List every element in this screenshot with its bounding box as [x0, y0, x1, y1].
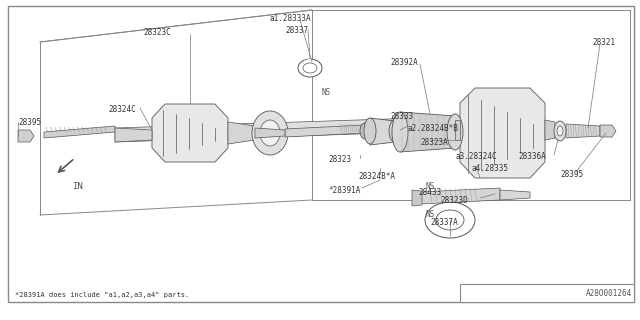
Ellipse shape — [260, 120, 280, 146]
Text: 28336A: 28336A — [518, 152, 546, 161]
Polygon shape — [600, 125, 616, 137]
Ellipse shape — [447, 114, 463, 150]
Text: a2.28324B*B: a2.28324B*B — [408, 124, 459, 133]
Polygon shape — [500, 190, 530, 200]
Text: *28391A does include "a1,a2,a3,a4" parts.: *28391A does include "a1,a2,a3,a4" parts… — [15, 292, 189, 298]
Text: A28O001264: A28O001264 — [586, 289, 632, 298]
Text: 28395: 28395 — [18, 118, 41, 127]
Text: a3.28324C: a3.28324C — [455, 152, 497, 161]
Ellipse shape — [252, 111, 288, 155]
Ellipse shape — [303, 63, 317, 73]
Polygon shape — [400, 112, 455, 152]
Text: 28433: 28433 — [418, 188, 441, 197]
Polygon shape — [545, 120, 555, 140]
Polygon shape — [566, 124, 600, 138]
Text: a1.28333A: a1.28333A — [270, 14, 312, 23]
Polygon shape — [285, 125, 365, 137]
Polygon shape — [455, 120, 460, 140]
Polygon shape — [44, 126, 115, 138]
Text: 28337: 28337 — [285, 26, 308, 35]
Polygon shape — [412, 190, 422, 206]
Polygon shape — [18, 130, 34, 142]
Text: 28337A: 28337A — [430, 218, 458, 227]
Polygon shape — [420, 188, 500, 204]
Text: 28333: 28333 — [390, 112, 413, 121]
Polygon shape — [115, 128, 152, 142]
Ellipse shape — [298, 59, 322, 77]
Text: *28391A: *28391A — [328, 186, 360, 195]
Polygon shape — [255, 128, 285, 138]
Polygon shape — [460, 88, 545, 178]
Text: IN: IN — [72, 182, 83, 191]
Text: 28323C: 28323C — [143, 28, 171, 37]
Text: 28323: 28323 — [328, 155, 351, 164]
Ellipse shape — [389, 120, 401, 142]
Text: 28324B*A: 28324B*A — [358, 172, 395, 181]
Bar — [460, 284, 634, 302]
Text: 28324C: 28324C — [108, 105, 136, 114]
Ellipse shape — [364, 118, 376, 144]
Polygon shape — [370, 118, 395, 145]
Polygon shape — [152, 104, 228, 162]
Text: a4.28335: a4.28335 — [472, 164, 509, 173]
Ellipse shape — [436, 210, 464, 230]
Polygon shape — [115, 114, 540, 142]
Ellipse shape — [360, 123, 370, 139]
Text: 28321: 28321 — [592, 38, 615, 47]
Polygon shape — [228, 122, 255, 144]
Text: 28323A: 28323A — [420, 138, 448, 147]
Text: 28392A: 28392A — [390, 58, 418, 67]
Ellipse shape — [557, 126, 563, 136]
Ellipse shape — [554, 121, 566, 141]
Text: NS: NS — [322, 88, 332, 97]
Text: NS: NS — [425, 182, 435, 191]
Text: 28323D: 28323D — [440, 196, 468, 205]
Ellipse shape — [425, 202, 475, 238]
Text: NS: NS — [425, 210, 435, 219]
Ellipse shape — [392, 112, 408, 152]
Text: 28395: 28395 — [560, 170, 583, 179]
